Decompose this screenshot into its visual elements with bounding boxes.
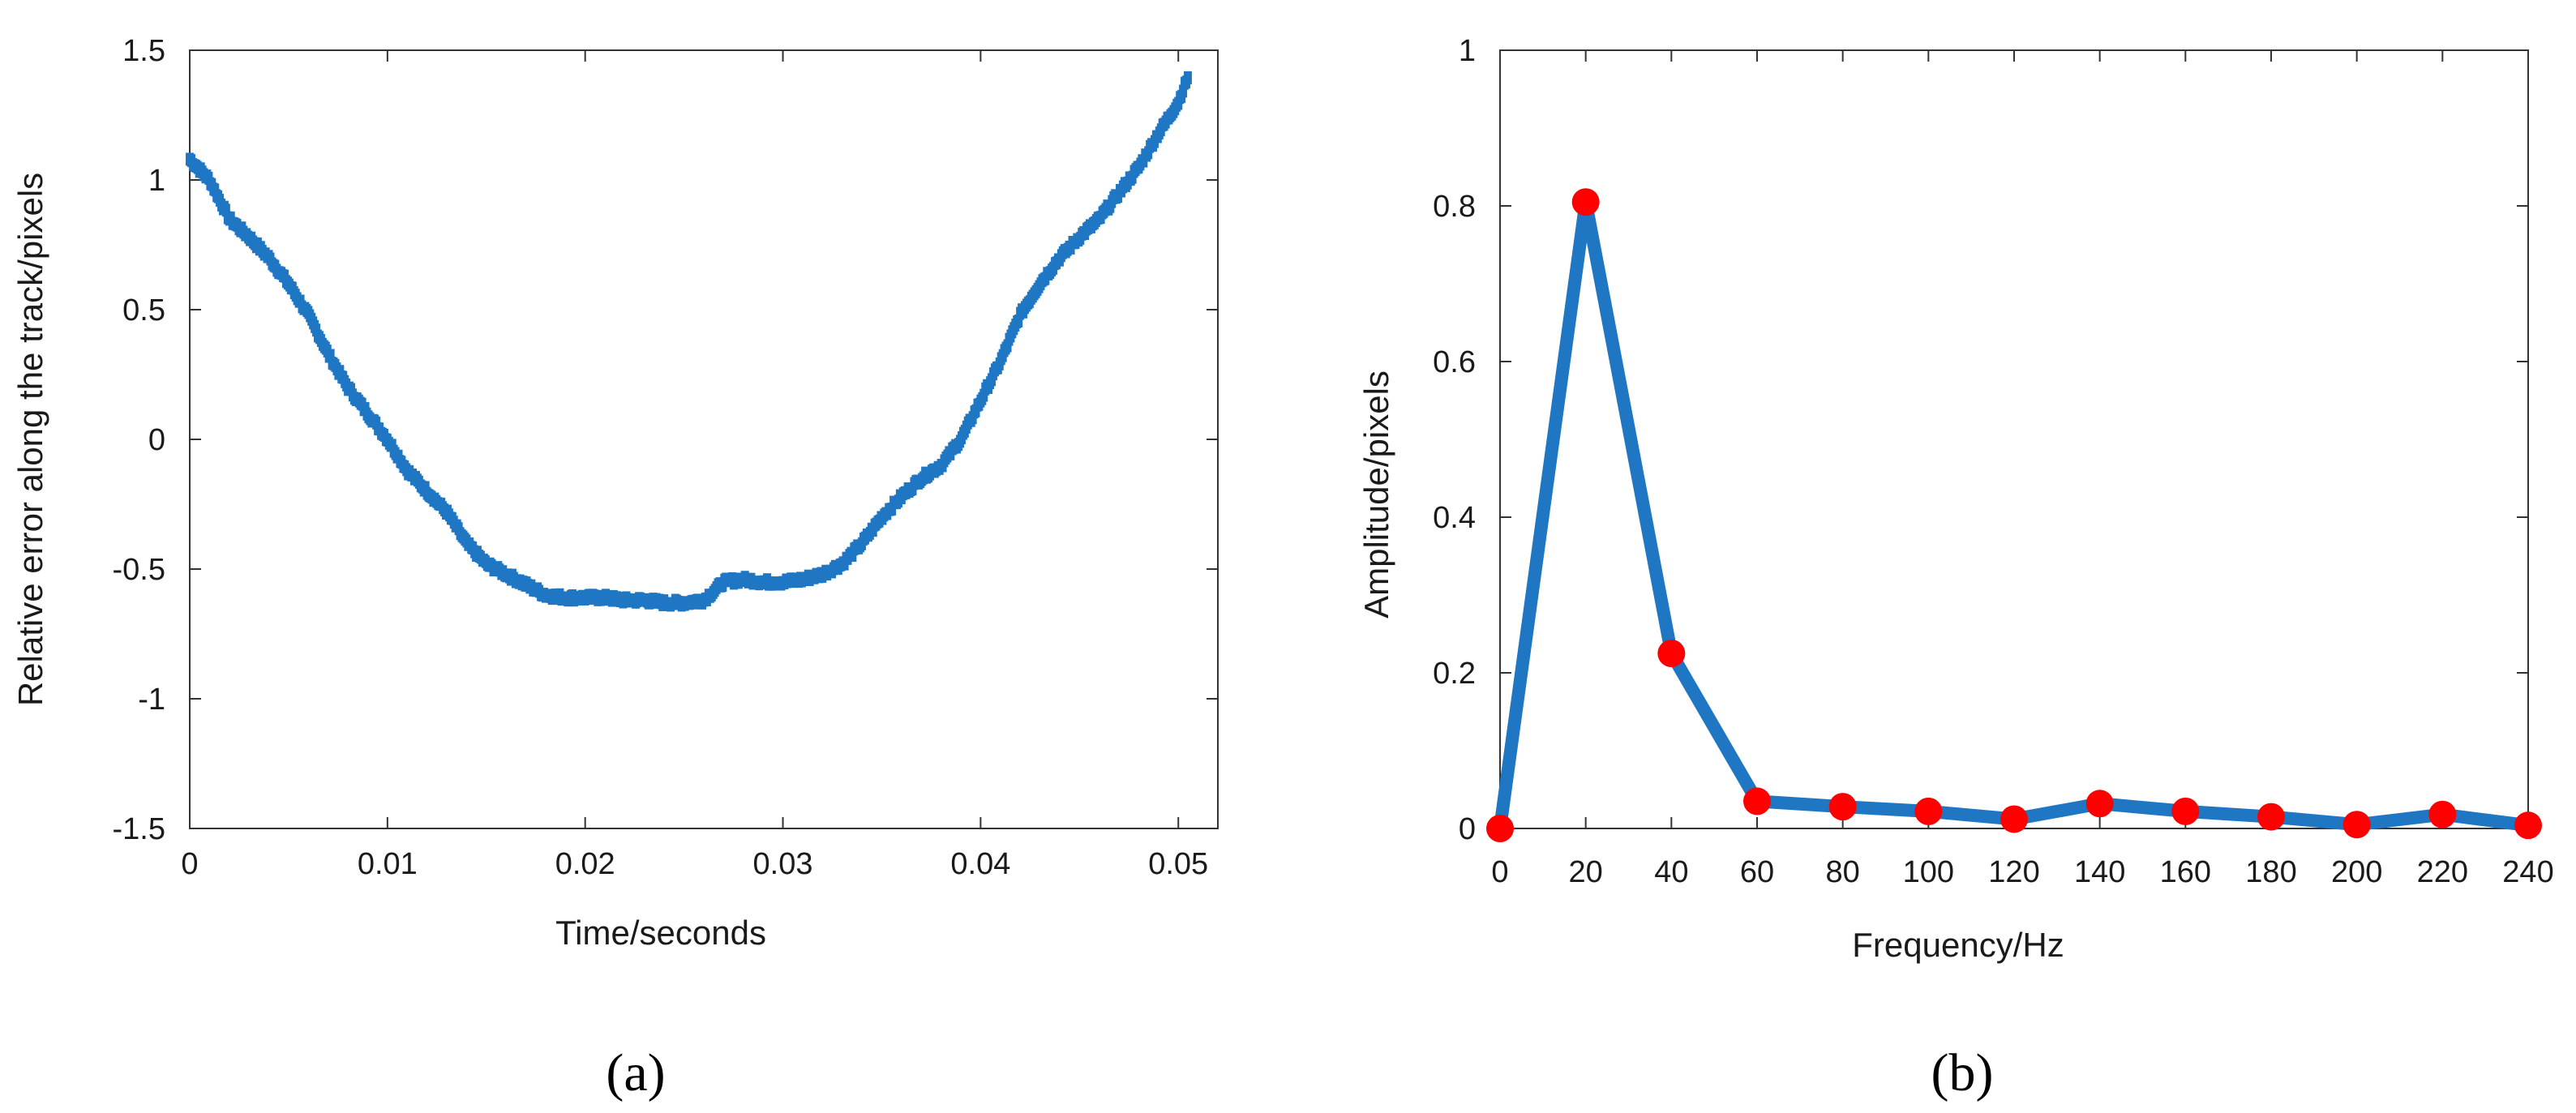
- chart-a-y-tick-label: -1.5: [113, 812, 165, 846]
- chart-a-series: [186, 71, 1192, 612]
- chart-a-y-axis-label: Relative error along the track/pixels: [11, 173, 49, 706]
- chart-b-series-line: [1494, 200, 2530, 833]
- chart-b-data-point: [2171, 797, 2200, 825]
- chart-b-panel-label: (b): [1931, 1043, 1994, 1102]
- chart-a-data-point: [221, 203, 230, 217]
- chart-b-x-tick-label: 180: [2245, 855, 2296, 889]
- chart-b-y-tick-label: 0.6: [1433, 345, 1476, 379]
- chart-a-plot-frame: [189, 49, 1219, 829]
- chart-b-data-point: [1486, 815, 1514, 842]
- chart-a-data-point: [1014, 314, 1023, 327]
- chart-a-x-tick-label: 0.02: [555, 847, 615, 881]
- chart-b-y-tick-label: 0: [1459, 812, 1476, 846]
- chart-b-data-point: [1743, 787, 1771, 815]
- chart-a-y-tick-label: 0: [148, 423, 165, 457]
- chart-b-x-tick-label: 40: [1654, 855, 1688, 889]
- chart-b-data-point: [2000, 805, 2028, 833]
- chart-b: 0 20 40 60 80 100 120 140 160 180 200 220 240 1 0.8 0.6…: [1357, 34, 2554, 1102]
- chart-b-x-tick-label: 20: [1569, 855, 1603, 889]
- chart-b-plot-frame: [1499, 49, 2529, 829]
- chart-b-y-tick-label: 0.2: [1433, 657, 1476, 691]
- chart-b-x-tick-label: 100: [1903, 855, 1954, 889]
- chart-a-data-point: [326, 349, 335, 362]
- chart-b-data-point: [1657, 640, 1686, 667]
- chart-a: 0 0.01 0.02 0.03 0.04 0.051.510.50-0.5-1-1.5 …: [11, 34, 1219, 1102]
- chart-a-data-point: [1179, 84, 1188, 98]
- chart-b-data-point: [2514, 811, 2542, 840]
- chart-b-data-point: [2257, 803, 2285, 831]
- chart-b-data-point: [1828, 793, 1857, 821]
- chart-a-x-tick-label: 0.04: [950, 847, 1010, 881]
- chart-b-y-tick-label: 0.8: [1433, 190, 1476, 224]
- chart-b-data-point: [2428, 800, 2457, 828]
- chart-a-data-point: [888, 502, 897, 516]
- chart-a-y-tick-label: 1: [148, 164, 165, 198]
- chart-a-y-tick-label: 1.5: [122, 34, 165, 68]
- chart-b-x-tick-label: 0: [1491, 855, 1508, 889]
- chart-a-x-tick-label: 0.05: [1148, 847, 1208, 881]
- chart-b-x-axis-label: Frequency/Hz: [1852, 926, 2064, 964]
- chart-b-x-tick-label: 160: [2160, 855, 2211, 889]
- chart-b-data-point: [2085, 790, 2114, 818]
- chart-b-x-tick-label: 60: [1740, 855, 1774, 889]
- chart-b-x-tick-label: 120: [1988, 855, 2039, 889]
- chart-b-ticks: 0 20 40 60 80 100 120 140 160 180 200 220 240 1 0.8 0.6…: [1433, 34, 2554, 889]
- chart-b-x-tick-label: 80: [1826, 855, 1860, 889]
- chart-b-series: [1486, 188, 2542, 842]
- chart-a-x-axis-label: Time/seconds: [555, 914, 766, 952]
- chart-a-y-tick-label: -1: [138, 683, 165, 717]
- chart-a-x-tick-label: 0: [181, 847, 198, 881]
- chart-a-x-tick-label: 0.03: [753, 847, 813, 881]
- chart-b-data-point: [1914, 797, 1943, 825]
- chart-a-ticks: 0 0.01 0.02 0.03 0.04 0.05 1.5 1 0.5 0 -0.5 -1 -1.5: [113, 34, 1218, 881]
- chart-a-panel-label: (a): [606, 1043, 665, 1102]
- chart-b-y-tick-label: 0.4: [1433, 501, 1476, 535]
- chart-a-x-tick-label: 0.01: [358, 847, 418, 881]
- chart-b-data-point: [2342, 811, 2371, 839]
- chart-a-y-tick-label: -0.5: [113, 553, 165, 587]
- chart-b-x-tick-label: 140: [2074, 855, 2125, 889]
- chart-b-data-point: [1571, 188, 1600, 216]
- chart-b-y-axis-label: Amplitude/pixels: [1357, 370, 1395, 619]
- chart-b-x-tick-label: 240: [2502, 855, 2553, 889]
- chart-b-y-tick-label: 1: [1459, 34, 1476, 68]
- chart-a-y-tick-label: 0.5: [122, 293, 165, 327]
- chart-b-x-tick-label: 220: [2417, 855, 2468, 889]
- chart-a-data-point: [1183, 71, 1192, 84]
- chart-b-x-tick-label: 200: [2331, 855, 2382, 889]
